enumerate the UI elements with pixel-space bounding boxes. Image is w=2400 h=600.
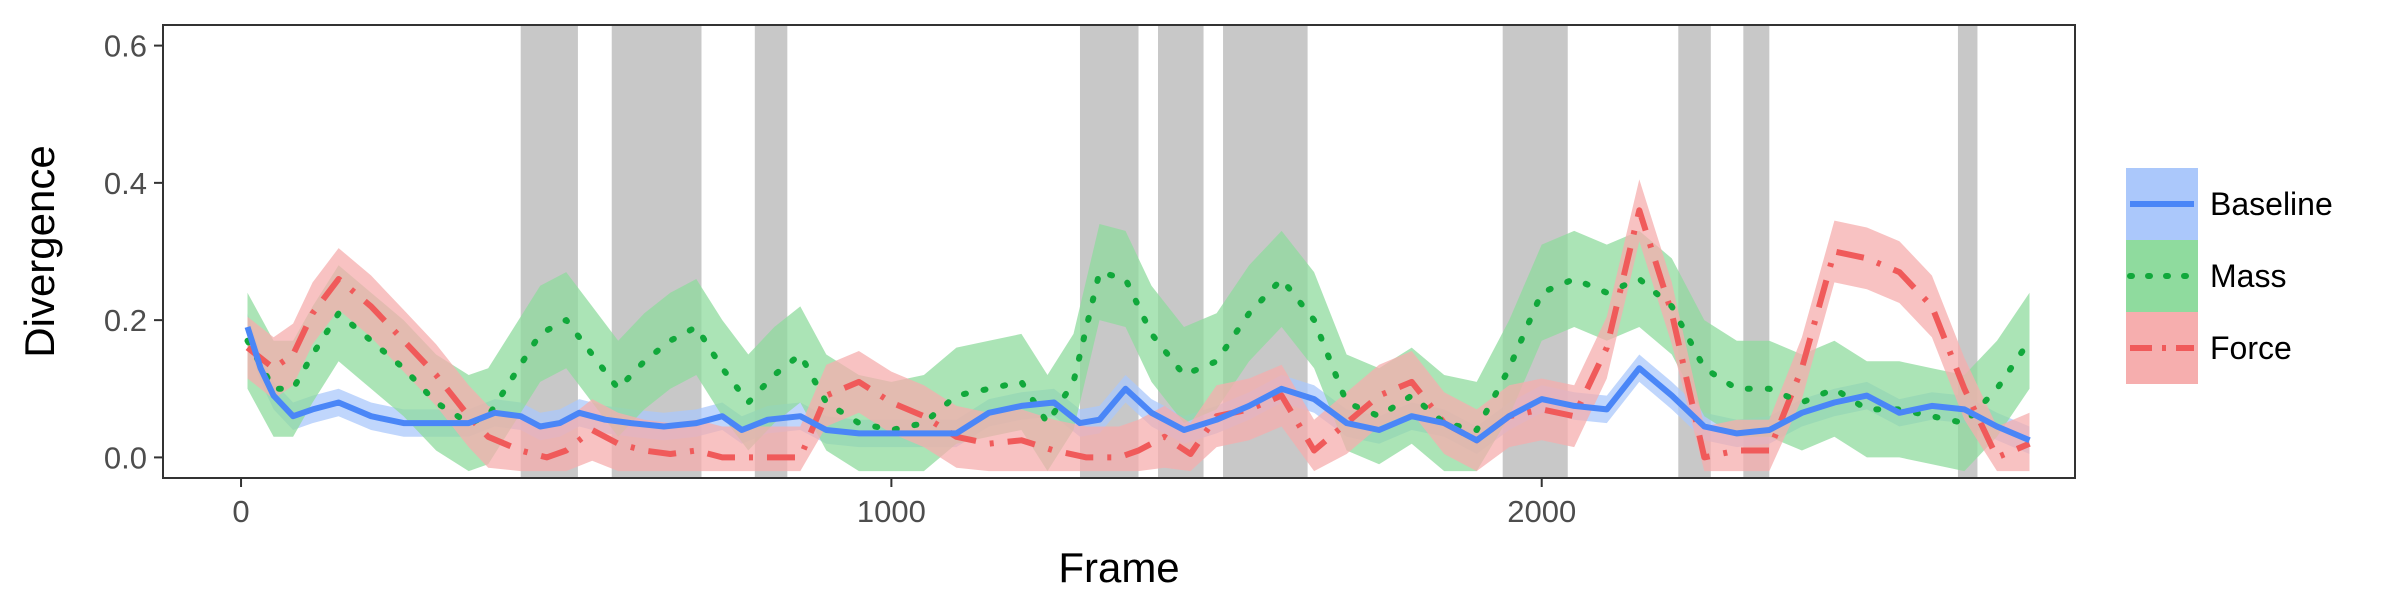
- x-tick-label: 2000: [1507, 494, 1576, 529]
- y-tick-label: 0.2: [104, 303, 147, 338]
- shaded-region: [520, 25, 578, 478]
- legend-label: Mass: [2210, 258, 2286, 294]
- series-lines: [244, 207, 2033, 461]
- legend-label: Baseline: [2210, 186, 2333, 222]
- legend-item-baseline: Baseline: [2126, 168, 2333, 240]
- x-axis-title: Frame: [1058, 544, 1179, 591]
- plot-panel-border: [162, 24, 2076, 479]
- confidence-band-force: [247, 179, 2030, 472]
- legend: Baseline Mass Force: [2126, 168, 2333, 384]
- series-line-force: [245, 207, 2031, 461]
- y-axis-title: Divergence: [16, 145, 63, 357]
- series-line-baseline: [244, 326, 2031, 444]
- legend-item-mass: Mass: [2126, 240, 2286, 312]
- y-tick-label: 0.0: [104, 440, 147, 475]
- y-tick-label: 0.6: [104, 29, 147, 64]
- x-tick-label: 0: [232, 494, 249, 529]
- series-line-mass: [244, 269, 2033, 433]
- x-axis: 0 1000 2000: [232, 478, 1576, 529]
- legend-label: Force: [2210, 330, 2292, 366]
- y-axis: 0.0 0.2 0.4 0.6: [104, 29, 163, 475]
- legend-item-force: Force: [2126, 312, 2292, 384]
- y-tick-label: 0.4: [104, 166, 147, 201]
- x-tick-label: 1000: [857, 494, 926, 529]
